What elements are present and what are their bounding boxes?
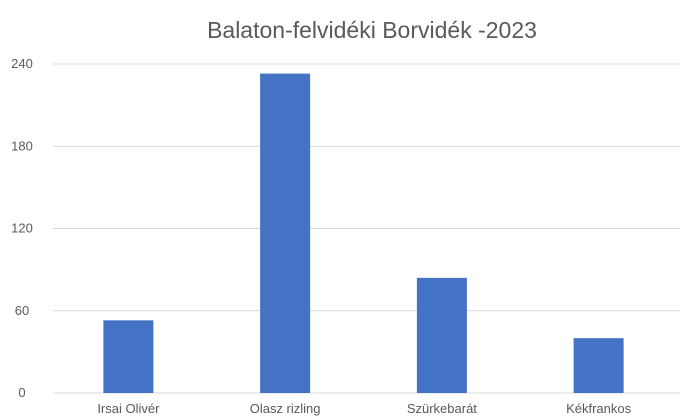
- bar-1: [103, 320, 154, 393]
- y-tick-label: 120: [11, 221, 33, 236]
- y-tick-label: 240: [11, 56, 33, 71]
- bar-3: [416, 277, 467, 393]
- x-tick-label: Szürkebarát: [407, 401, 477, 416]
- bars: [103, 73, 624, 394]
- y-tick-label: 180: [11, 138, 33, 153]
- y-axis-ticks: 0 60 120 180 240: [11, 56, 33, 400]
- x-axis-ticks: Irsai Olivér Olasz rizling Szürkebarát Kékf…: [97, 401, 631, 416]
- y-tick-label: 60: [15, 303, 29, 318]
- x-tick-label: Olasz rizling: [250, 401, 321, 416]
- x-tick-label: Kékfrankos: [566, 401, 632, 416]
- chart-title: Balaton-felvidéki Borvidék -2023: [207, 17, 537, 43]
- bar-2: [260, 73, 311, 394]
- x-tick-label: Irsai Olivér: [97, 401, 160, 416]
- y-tick-label: 0: [18, 385, 25, 400]
- bar-4: [573, 338, 624, 393]
